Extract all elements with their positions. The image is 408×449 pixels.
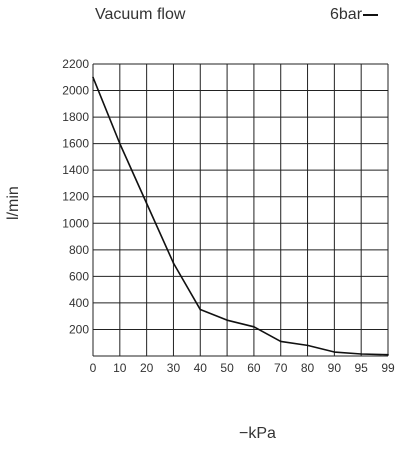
x-axis-label: −kPa — [239, 425, 276, 442]
data-point — [172, 262, 175, 264]
legend-label: 6bar — [330, 6, 363, 23]
y-tick-label: 600 — [69, 269, 89, 283]
y-tick-label: 1200 — [62, 190, 89, 204]
data-point — [306, 344, 309, 347]
y-tick-label: 1600 — [62, 137, 89, 151]
x-tick-label: 30 — [167, 361, 181, 375]
legend-line-swatch — [363, 14, 379, 16]
y-tick-label: 1400 — [62, 163, 89, 177]
y-tick-label: 1000 — [62, 216, 89, 230]
data-point — [387, 353, 389, 356]
x-tick-label: 0 — [90, 361, 97, 375]
x-tick-label: 40 — [194, 361, 208, 375]
y-tick-label: 200 — [69, 322, 89, 336]
legend: 6bar — [330, 6, 379, 24]
x-tick-label: 80 — [301, 361, 315, 375]
x-tick-label: 99 — [381, 361, 395, 375]
data-point — [199, 308, 202, 311]
y-tick-label: 2200 — [62, 57, 89, 71]
chart-title: Vacuum flow — [95, 6, 186, 23]
x-tick-label: 20 — [140, 361, 154, 375]
y-tick-label: 400 — [69, 296, 89, 310]
data-point — [119, 142, 121, 145]
x-tick-label: 60 — [247, 361, 261, 375]
series-line — [92, 76, 389, 356]
x-tick-label: 50 — [220, 361, 234, 375]
data-point — [226, 319, 228, 321]
data-point — [333, 351, 336, 353]
data-point — [279, 340, 282, 343]
y-tick-label: 800 — [69, 243, 89, 257]
x-tick-label: 95 — [355, 361, 369, 375]
x-tick-label: 90 — [328, 361, 342, 375]
x-tick-label: 10 — [113, 361, 127, 375]
y-tick-label: 1800 — [62, 110, 89, 124]
x-tick-label: 70 — [274, 361, 288, 375]
data-point — [360, 353, 362, 355]
y-tick-label: 2000 — [62, 84, 89, 98]
data-point — [145, 202, 148, 205]
data-point — [253, 326, 255, 328]
data-point — [92, 76, 94, 79]
